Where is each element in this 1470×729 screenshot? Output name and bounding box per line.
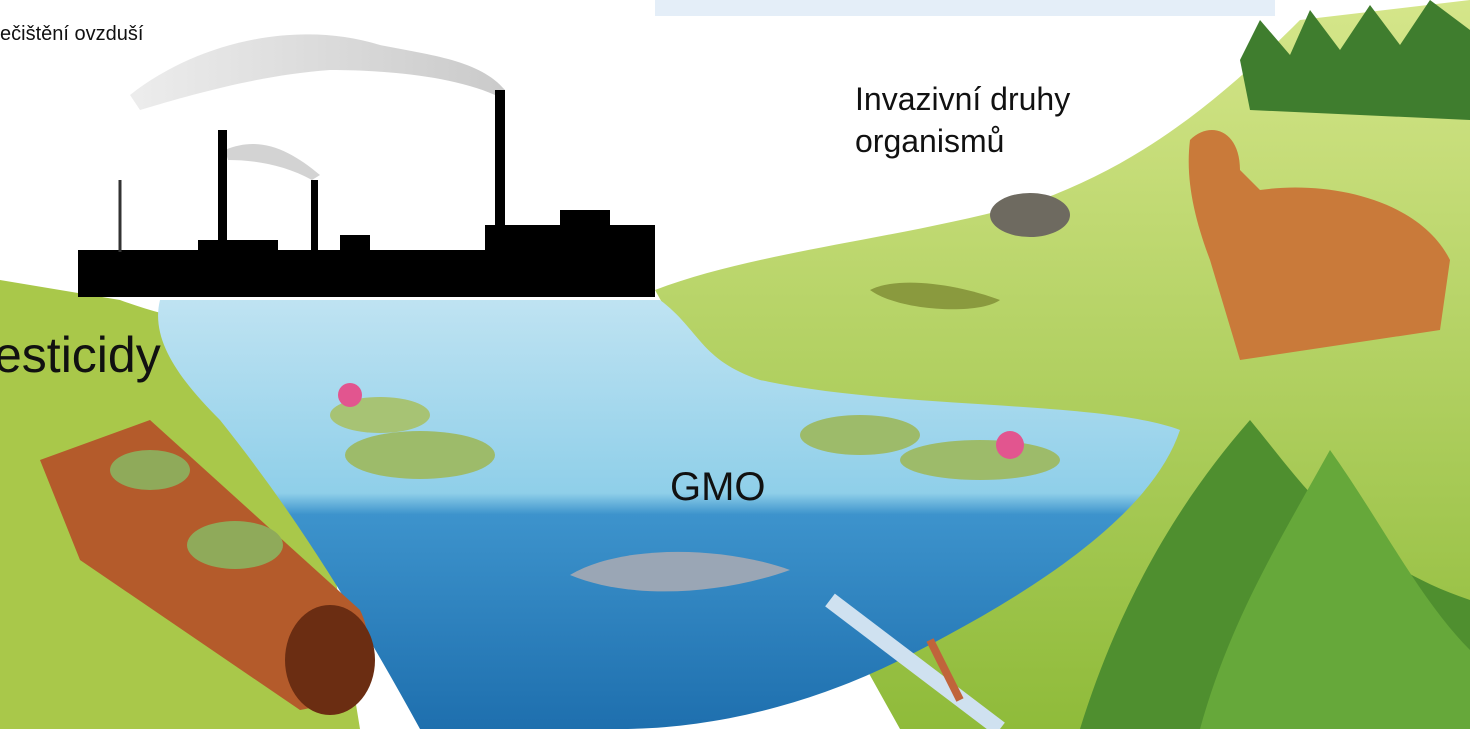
smoke (130, 34, 505, 110)
ecosystem-illustration: ečištění ovzduší esticidy GMO Invazivní … (0, 0, 1470, 729)
label-gmo: GMO (670, 465, 766, 509)
raccoon (990, 193, 1070, 237)
lily-pad (900, 440, 1060, 480)
turtle (187, 521, 283, 569)
log-end (285, 605, 375, 715)
label-air-pollution: ečištění ovzduší (0, 23, 144, 45)
flower (338, 383, 362, 407)
flower (996, 431, 1024, 459)
label-pesticides: esticidy (0, 327, 161, 383)
label-invasive-species: organismů (855, 123, 1004, 159)
label-invasive-species: Invazivní druhy (855, 81, 1070, 117)
sky-band (655, 0, 1275, 16)
lily-pad (800, 415, 920, 455)
turtle (110, 450, 190, 490)
smoke (225, 144, 320, 180)
factory (78, 90, 655, 297)
lily-pad (345, 431, 495, 479)
